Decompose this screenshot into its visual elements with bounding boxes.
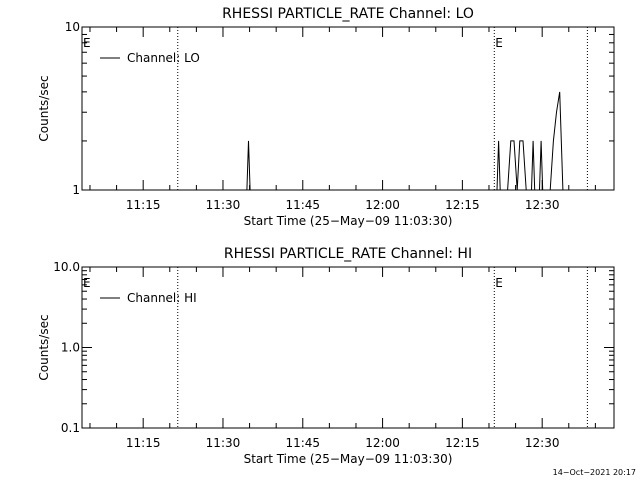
event-marker-label: E xyxy=(83,276,91,290)
event-marker-label: E xyxy=(83,36,91,50)
panel-lo: RHESSI PARTICLE_RATE Channel: LO 11:15 11:… xyxy=(37,6,615,228)
y-tick-label: 0.1 xyxy=(61,421,80,435)
panel-hi: RHESSI PARTICLE_RATE Channel: HI 11:15 11:… xyxy=(37,246,615,466)
x-axis-label: Start Time (25−May−09 11:03:30) xyxy=(244,214,453,228)
event-marker-label: E xyxy=(495,276,503,290)
y-axis-label: Counts/sec xyxy=(37,314,51,380)
y-tick-label: 1 xyxy=(72,183,80,197)
x-tick-label: 11:45 xyxy=(285,198,320,212)
x-tick-label: 12:15 xyxy=(445,436,480,450)
y-tick-label: 1.0 xyxy=(61,341,80,355)
legend-label: Channel: HI xyxy=(127,291,197,305)
y-axis-label: Counts/sec xyxy=(37,75,51,141)
x-tick-label: 11:30 xyxy=(206,198,241,212)
x-tick-label: 11:15 xyxy=(126,436,161,450)
x-axis-label: Start Time (25−May−09 11:03:30) xyxy=(244,452,453,466)
x-tick-label: 12:00 xyxy=(365,198,400,212)
x-tick-label: 12:30 xyxy=(525,436,560,450)
chart-title: RHESSI PARTICLE_RATE Channel: HI xyxy=(224,246,472,262)
event-marker-label: E xyxy=(495,36,503,50)
x-tick-label: 11:45 xyxy=(285,436,320,450)
legend-label: Channel: LO xyxy=(127,51,200,65)
x-tick-label: 11:15 xyxy=(126,198,161,212)
series-line xyxy=(246,91,564,191)
date-stamp: 14−Oct−2021 20:17 xyxy=(553,468,636,477)
x-tick-label: 12:30 xyxy=(525,198,560,212)
chart-title: RHESSI PARTICLE_RATE Channel: LO xyxy=(222,6,474,22)
x-tick-label: 12:15 xyxy=(445,198,480,212)
x-tick-label: 12:00 xyxy=(365,436,400,450)
y-tick-label: 10.0 xyxy=(53,260,80,274)
y-tick-label: 10 xyxy=(65,20,80,34)
x-tick-label: 11:30 xyxy=(206,436,241,450)
